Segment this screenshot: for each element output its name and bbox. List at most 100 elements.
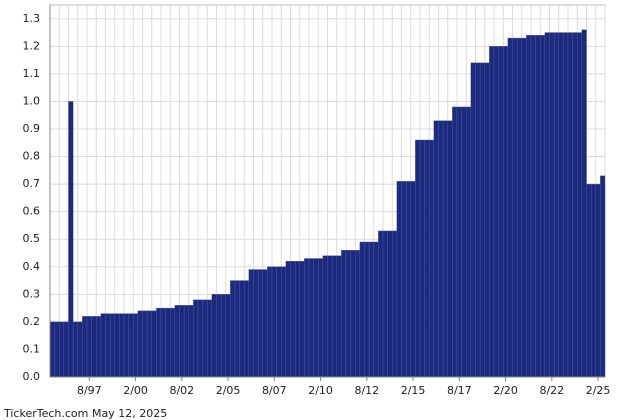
bar bbox=[331, 255, 337, 378]
bar bbox=[433, 120, 439, 378]
bar bbox=[507, 37, 513, 378]
bar bbox=[382, 230, 388, 378]
bar bbox=[179, 305, 185, 378]
bar bbox=[493, 46, 499, 378]
bar bbox=[216, 294, 222, 378]
bar bbox=[63, 321, 69, 378]
source: TickerTech.com bbox=[3, 407, 88, 420]
bar bbox=[109, 313, 115, 378]
y-tick-label: 1.1 bbox=[23, 67, 41, 80]
bar bbox=[540, 35, 546, 378]
bar bbox=[558, 32, 564, 378]
bar bbox=[442, 120, 448, 378]
bar bbox=[387, 230, 393, 378]
y-tick-label: 0.6 bbox=[23, 205, 41, 218]
bar bbox=[207, 299, 213, 378]
bar bbox=[197, 299, 203, 378]
bar bbox=[577, 32, 583, 378]
bar bbox=[396, 181, 402, 378]
x-tick-label: 8/12 bbox=[354, 384, 379, 397]
bar bbox=[313, 258, 319, 378]
bar bbox=[211, 294, 217, 378]
y-tick-label: 0.1 bbox=[23, 342, 41, 355]
x-tick-label: 8/22 bbox=[539, 384, 564, 397]
y-tick-label: 0.0 bbox=[23, 370, 41, 383]
bar bbox=[341, 250, 347, 378]
y-tick-label: 1.3 bbox=[23, 12, 41, 25]
y-tick-label: 0.2 bbox=[23, 315, 41, 328]
bar bbox=[424, 139, 430, 378]
bar bbox=[484, 62, 490, 378]
bar bbox=[378, 230, 384, 378]
bar bbox=[183, 305, 189, 378]
bar bbox=[193, 299, 199, 378]
bar bbox=[498, 46, 504, 378]
bar bbox=[549, 32, 555, 378]
bar bbox=[521, 37, 527, 378]
x-tick-label: 8/02 bbox=[169, 384, 194, 397]
bar bbox=[401, 181, 407, 378]
bar bbox=[188, 305, 194, 378]
bar bbox=[359, 241, 365, 378]
bar bbox=[410, 181, 416, 378]
x-tick-label: 8/97 bbox=[77, 384, 102, 397]
bar bbox=[156, 307, 162, 378]
bar bbox=[322, 255, 328, 378]
bar bbox=[479, 62, 485, 378]
bar bbox=[91, 316, 97, 378]
bar bbox=[230, 280, 236, 378]
bar bbox=[392, 230, 398, 378]
bar bbox=[470, 62, 476, 378]
bar bbox=[105, 313, 111, 378]
bar bbox=[308, 258, 314, 378]
bar bbox=[262, 269, 268, 378]
bar bbox=[544, 32, 550, 378]
bar bbox=[581, 29, 587, 378]
y-tick-label: 1.0 bbox=[23, 94, 41, 107]
bar bbox=[530, 35, 536, 378]
bar bbox=[567, 32, 573, 378]
bar bbox=[49, 321, 55, 378]
bar bbox=[368, 241, 374, 378]
bar bbox=[123, 313, 129, 378]
bar bbox=[257, 269, 263, 378]
bar bbox=[327, 255, 333, 378]
date: May 12, 2025 bbox=[92, 407, 167, 420]
y-tick-label: 0.5 bbox=[23, 232, 41, 245]
bar bbox=[151, 310, 157, 378]
bar bbox=[267, 266, 273, 378]
y-tick-label: 0.7 bbox=[23, 177, 41, 190]
bar bbox=[535, 35, 541, 378]
y-tick-label: 0.4 bbox=[23, 260, 41, 273]
bar bbox=[137, 310, 143, 378]
bar bbox=[475, 62, 481, 378]
x-tick-label: 2/15 bbox=[401, 384, 426, 397]
bar bbox=[96, 316, 102, 378]
bar bbox=[142, 310, 148, 378]
bar bbox=[72, 321, 78, 378]
y-tick-label: 0.3 bbox=[23, 287, 41, 300]
y-tick-label: 0.9 bbox=[23, 122, 41, 135]
bar bbox=[290, 261, 296, 378]
bar bbox=[590, 183, 596, 378]
bar bbox=[364, 241, 370, 378]
bar bbox=[160, 307, 166, 378]
bar bbox=[456, 106, 462, 378]
bar bbox=[586, 183, 592, 378]
bar bbox=[276, 266, 282, 378]
bar bbox=[512, 37, 518, 378]
x-tick-label: 2/00 bbox=[123, 384, 148, 397]
bar bbox=[281, 266, 287, 378]
bar bbox=[336, 255, 342, 378]
bar bbox=[516, 37, 522, 378]
bar bbox=[285, 261, 291, 378]
bar bbox=[526, 35, 532, 378]
bar bbox=[461, 106, 467, 378]
bar bbox=[202, 299, 208, 378]
bar bbox=[77, 321, 83, 378]
bar bbox=[405, 181, 411, 378]
bar bbox=[54, 321, 60, 378]
bar bbox=[563, 32, 569, 378]
